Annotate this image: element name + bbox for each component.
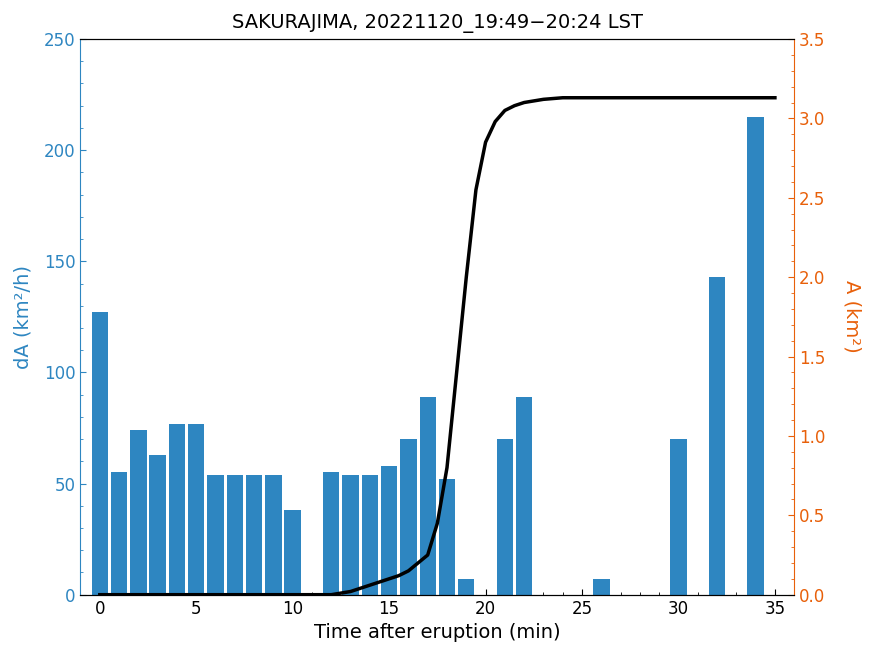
Bar [92,312,108,595]
Bar [150,455,166,595]
Bar [323,472,340,595]
Y-axis label: A (km²): A (km²) [842,281,861,353]
Bar [111,472,127,595]
Bar [227,475,243,595]
Bar [284,510,301,595]
Bar [361,475,378,595]
Bar [188,424,205,595]
Bar [593,579,610,595]
Bar [497,439,513,595]
X-axis label: Time after eruption (min): Time after eruption (min) [314,623,561,642]
Bar [381,466,397,595]
Bar [207,475,224,595]
Bar [438,479,455,595]
Bar [747,117,764,595]
Bar [419,397,436,595]
Bar [265,475,282,595]
Bar [670,439,687,595]
Bar [458,579,474,595]
Bar [246,475,262,595]
Bar [400,439,416,595]
Y-axis label: dA (km²/h): dA (km²/h) [14,265,33,369]
Title: SAKURAJIMA, 20221120_19:49−20:24 LST: SAKURAJIMA, 20221120_19:49−20:24 LST [232,14,643,33]
Bar [169,424,186,595]
Bar [709,277,725,595]
Bar [342,475,359,595]
Bar [516,397,532,595]
Bar [130,430,146,595]
